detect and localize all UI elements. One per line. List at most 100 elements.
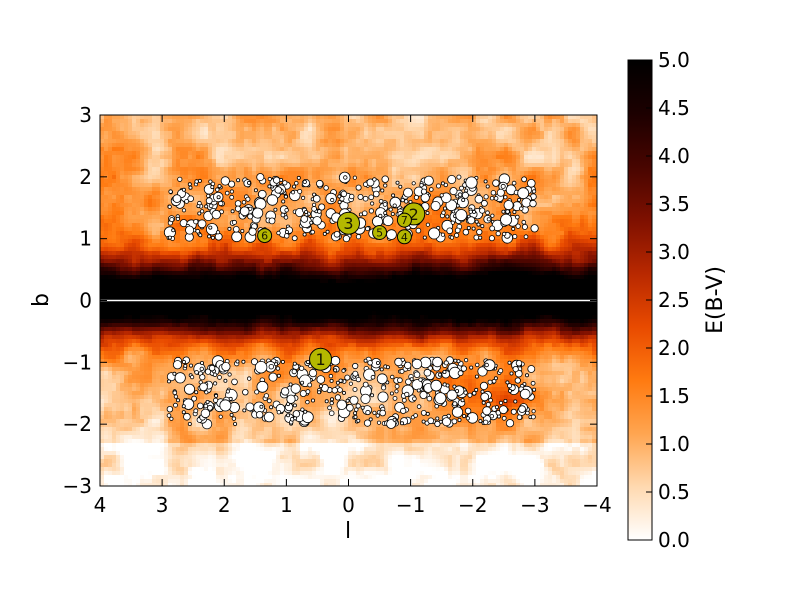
star-marker [183, 412, 191, 421]
star-marker [311, 202, 317, 207]
star-marker [216, 195, 221, 200]
star-marker [204, 390, 209, 395]
colorbar-tick-label: 5.0 [658, 48, 690, 72]
star-marker [395, 180, 400, 185]
star-marker [507, 388, 512, 393]
star-marker [208, 203, 214, 209]
star-marker [446, 389, 458, 401]
star-marker [194, 390, 199, 395]
star-marker [336, 399, 348, 411]
star-marker [356, 418, 361, 423]
star-marker [378, 213, 383, 218]
star-marker [331, 387, 338, 394]
star-marker [218, 200, 224, 207]
star-marker [483, 194, 489, 200]
star-marker [428, 227, 441, 240]
star-marker [296, 175, 301, 180]
star-marker [514, 214, 520, 220]
star-marker [340, 190, 348, 198]
star-marker [469, 365, 474, 370]
field-label: 1 [315, 350, 325, 369]
star-marker [516, 414, 523, 420]
star-marker [420, 188, 427, 195]
star-marker [328, 410, 335, 417]
star-marker [221, 361, 231, 372]
star-marker [462, 228, 470, 236]
star-marker [503, 398, 508, 403]
star-marker [166, 413, 172, 418]
star-marker [197, 211, 202, 216]
star-marker [324, 399, 329, 404]
star-marker [206, 223, 219, 236]
star-marker [413, 371, 421, 379]
star-marker [532, 387, 537, 392]
star-marker [383, 183, 388, 188]
star-marker [442, 206, 447, 211]
star-marker [259, 404, 264, 409]
y-tick-label: 2 [79, 165, 92, 189]
star-marker [404, 361, 412, 370]
star-marker [489, 414, 494, 419]
star-marker [254, 389, 260, 395]
star-marker [240, 228, 245, 233]
star-marker [425, 210, 430, 215]
star-marker [204, 368, 212, 375]
star-marker [360, 393, 371, 404]
star-marker [234, 205, 242, 212]
field-label: 4 [401, 231, 408, 244]
field-circle [396, 212, 412, 228]
star-marker [284, 233, 290, 239]
star-marker [167, 204, 172, 209]
star-marker [266, 194, 279, 206]
star-marker [169, 217, 175, 223]
star-marker [330, 197, 335, 203]
star-marker [225, 389, 230, 394]
star-marker [300, 195, 306, 200]
star-marker [392, 203, 397, 208]
star-marker [352, 362, 359, 370]
star-marker [382, 201, 388, 207]
star-marker [463, 357, 469, 363]
colorbar-tick-label: 0.5 [658, 480, 690, 504]
star-marker [184, 198, 190, 204]
star-marker [416, 404, 422, 409]
star-marker [369, 201, 375, 206]
star-marker [300, 215, 309, 223]
star-marker [304, 209, 309, 214]
star-marker [411, 181, 416, 186]
star-marker [257, 189, 267, 199]
star-marker [305, 389, 311, 395]
star-marker [521, 176, 527, 183]
star-marker [168, 189, 173, 194]
x-tick-label: 1 [280, 493, 293, 517]
star-marker [181, 187, 186, 192]
star-marker [346, 403, 354, 412]
star-marker [268, 364, 274, 370]
star-marker [425, 222, 430, 227]
star-marker [442, 369, 447, 374]
star-marker [473, 234, 480, 241]
star-marker [181, 359, 186, 364]
star-marker [517, 197, 522, 202]
star-marker [512, 233, 518, 239]
star-marker [348, 381, 353, 386]
star-marker [483, 359, 496, 372]
star-marker [363, 419, 372, 427]
star-marker [375, 413, 380, 418]
star-marker [231, 416, 237, 421]
star-marker [210, 235, 215, 240]
star-marker [217, 374, 222, 380]
star-marker [457, 192, 463, 197]
star-marker [446, 227, 454, 235]
star-marker [490, 213, 495, 218]
star-marker [485, 184, 490, 189]
star-marker [505, 184, 517, 196]
star-marker [233, 421, 238, 426]
star-marker [166, 406, 174, 413]
star-marker [274, 362, 279, 367]
field-marker-7: 7 [396, 212, 412, 228]
star-marker [455, 389, 460, 394]
star-marker [394, 389, 399, 394]
star-marker [213, 381, 218, 386]
star-marker [531, 409, 536, 414]
